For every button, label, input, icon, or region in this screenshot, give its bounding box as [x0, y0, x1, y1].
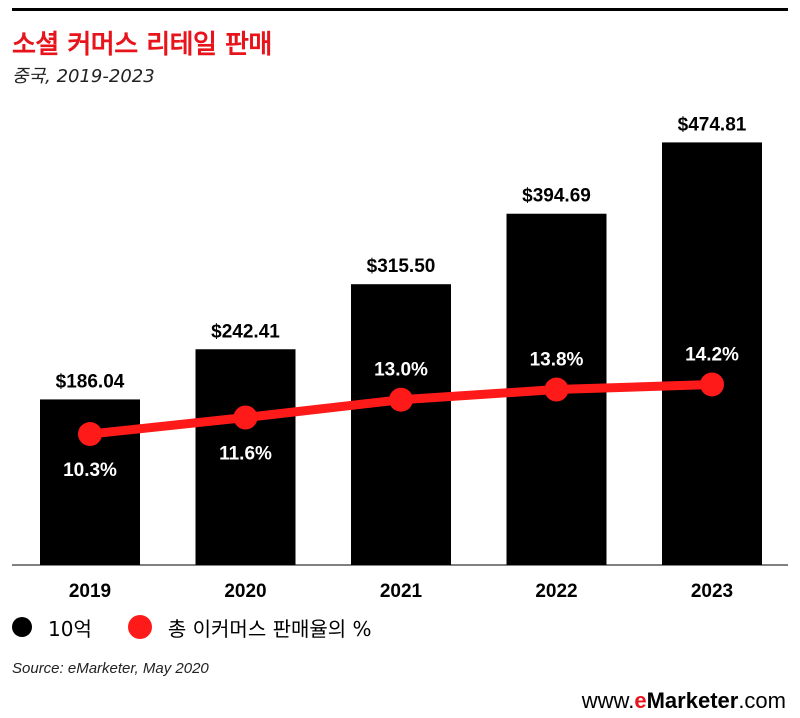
brand-prefix: www.: [581, 688, 635, 713]
share-point: [389, 387, 413, 412]
bar-value-label: $394.69: [522, 186, 591, 207]
chart-subtitle: 중국, 2019-2023: [12, 66, 155, 87]
share-value-label: 14.2%: [685, 344, 739, 365]
bar-value-label: $242.41: [211, 321, 280, 342]
x-tick-label: 2019: [69, 581, 111, 602]
brand-main: Marketer: [646, 688, 739, 713]
bar: [662, 142, 762, 565]
legend: 10억 총 이커머스 판매율의 %: [12, 610, 408, 644]
bar-value-label: $315.50: [367, 256, 436, 277]
x-tick-label: 2020: [224, 581, 266, 602]
share-point: [544, 377, 569, 402]
share-point: [78, 422, 102, 447]
top-rule: [12, 8, 788, 11]
bar: [351, 284, 451, 565]
share-point: [700, 372, 724, 397]
bar-value-label: $186.04: [56, 371, 125, 392]
share-value-label: 13.0%: [374, 360, 428, 381]
x-tick-label: 2021: [380, 581, 423, 602]
bar: [195, 349, 296, 565]
legend-label-bars: 10억: [48, 616, 92, 641]
brand-e: e: [634, 688, 647, 713]
brand-suffix: .com: [738, 688, 786, 713]
black-dot-icon: [12, 617, 32, 637]
x-tick-label: 2022: [535, 581, 577, 602]
share-value-label: 13.8%: [530, 350, 584, 371]
legend-label-line: 총 이커머스 판매율의 %: [167, 616, 372, 641]
share-value-label: 10.3%: [63, 460, 117, 481]
share-value-label: 11.6%: [219, 444, 272, 465]
source-note: Source: eMarketer, May 2020: [12, 660, 209, 677]
brand-logo: www.eMarketer.com: [582, 688, 786, 714]
chart-title: 소셜 커머스 리테일 판매: [12, 30, 272, 60]
bar-value-label: $474.81: [678, 114, 747, 135]
x-tick-label: 2023: [691, 581, 733, 602]
legend-item-bars: 10억: [12, 613, 92, 642]
legend-item-line: 총 이커머스 판매율의 %: [127, 613, 372, 642]
share-point: [233, 405, 258, 430]
red-dot-icon: [127, 615, 152, 639]
chart-area: $186.04 2019 $242.41 2020 $315.50 2021 $394.69…: [12, 114, 788, 602]
